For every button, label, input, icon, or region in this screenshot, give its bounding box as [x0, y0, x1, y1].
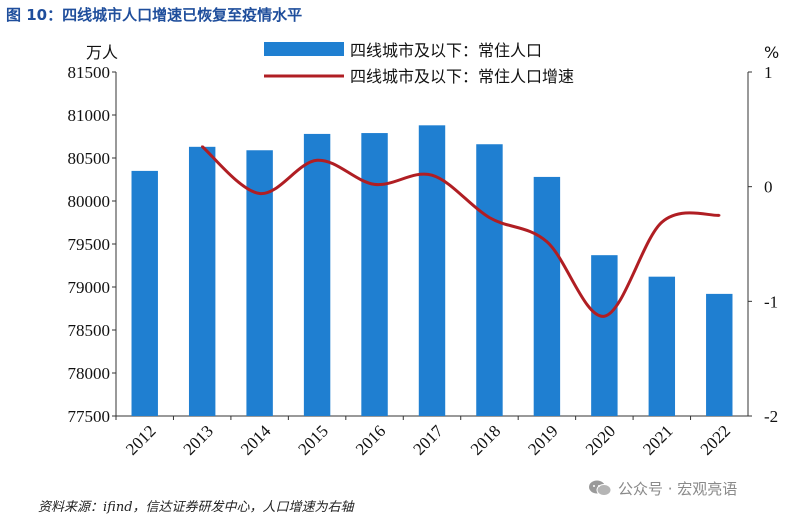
y-right-tick-label: 0: [764, 178, 773, 197]
growth-point: [430, 174, 434, 177]
y-left-tick-label: 81500: [68, 63, 111, 82]
legend-bar-swatch: [264, 42, 344, 56]
growth-point: [488, 216, 491, 219]
y-right-tick-label: -1: [764, 292, 778, 311]
watermark: 公众号 · 宏观亮语: [588, 478, 737, 499]
x-tick-label: 2014: [237, 421, 275, 459]
bar: [418, 125, 446, 416]
legend: 四线城市及以下：常住人口 四线城市及以下：常住人口增速: [264, 41, 574, 86]
growth-line: [201, 145, 720, 318]
bar: [188, 146, 216, 416]
growth-point: [200, 145, 204, 148]
growth-point: [718, 214, 721, 217]
bar: [131, 170, 158, 416]
x-tick-label: 2021: [639, 421, 676, 458]
y-left-tick-label: 77500: [68, 407, 111, 426]
growth-point: [315, 159, 319, 162]
y-left-tick-label: 79500: [68, 235, 111, 254]
bar: [533, 176, 561, 416]
growth-point: [603, 315, 606, 318]
x-tick-label: 2012: [122, 421, 159, 458]
y-left-tick-label: 81000: [68, 106, 111, 125]
y-right-tick-label: 1: [764, 63, 773, 82]
y-left-unit: 万人: [86, 43, 118, 62]
x-tick-label: 2015: [294, 421, 331, 458]
x-tick-label: 2019: [524, 421, 561, 458]
bar: [361, 133, 388, 416]
x-tick-label: 2016: [352, 421, 389, 458]
y-left-tick-label: 79000: [68, 278, 111, 297]
x-tick-label: 2022: [697, 421, 734, 458]
x-tick-label: 2013: [180, 421, 217, 458]
growth-point: [373, 183, 376, 186]
y-left-tick-label: 78500: [68, 321, 111, 340]
bar: [303, 133, 331, 417]
y-left-tick-label: 80500: [68, 149, 111, 168]
growth-point: [545, 240, 549, 243]
growth-point: [258, 192, 261, 195]
legend-line-label: 四线城市及以下：常住人口增速: [350, 67, 574, 86]
y-left-tick-label: 80000: [68, 192, 111, 211]
bar: [648, 276, 676, 416]
bar: [706, 293, 733, 416]
wechat-icon: [589, 480, 612, 496]
watermark-text: 公众号 · 宏观亮语: [618, 480, 738, 498]
x-tick-label: 2017: [409, 421, 447, 459]
figure-source: 资料来源：ifind，信达证券研发中心，人口增速为右轴: [38, 500, 354, 515]
figure-title: 图 10：四线城市人口增速已恢复至疫情水平: [6, 6, 303, 24]
y-left-tick-label: 78000: [68, 364, 111, 383]
x-tick-label: 2018: [467, 421, 504, 458]
bar: [476, 144, 503, 417]
legend-bar-label: 四线城市及以下：常住人口: [350, 41, 542, 60]
x-tick-label: 2020: [582, 421, 619, 458]
bar: [591, 255, 618, 416]
y-right-unit: %: [764, 43, 779, 62]
y-right-tick-label: -2: [764, 407, 778, 426]
growth-point: [660, 221, 664, 224]
